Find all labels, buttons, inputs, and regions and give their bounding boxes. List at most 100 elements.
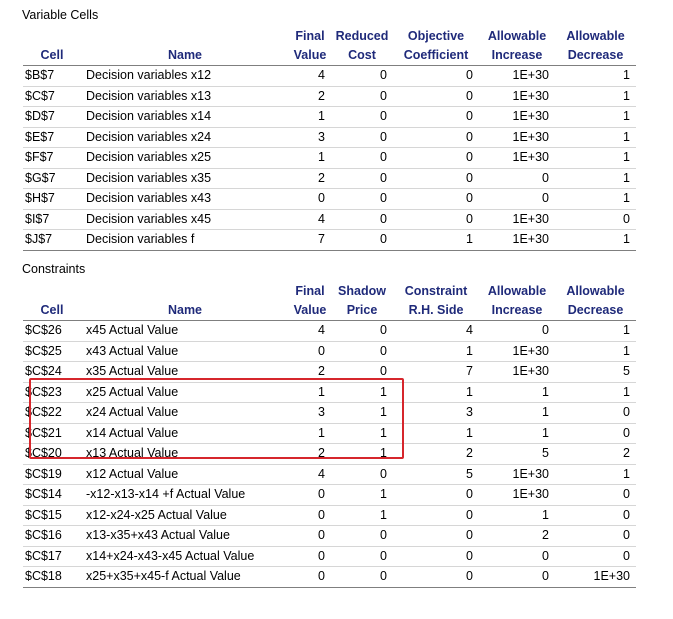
row-allowable-decrease: 1E+30	[555, 566, 636, 588]
header-name-top	[81, 282, 289, 301]
row-objective-coefficient: 0	[393, 188, 479, 210]
row-final-value: 4	[289, 464, 331, 485]
header-row-bottom: Cell Name Value Cost Coefficient Increas…	[23, 46, 636, 66]
row-reduced-cost: 0	[331, 86, 393, 107]
table-row: $C$22 x24 Actual Value 3 1 3 1 0	[23, 402, 636, 424]
row-allowable-increase: 0	[479, 320, 555, 342]
header-allowable-increase-top: Allowable	[487, 284, 547, 298]
row-cell: $C$15	[23, 505, 81, 526]
variable-cells-title: Variable Cells	[22, 8, 99, 22]
row-allowable-decrease: 0	[555, 402, 636, 424]
row-allowable-decrease: 1	[555, 86, 636, 107]
row-objective-coefficient: 0	[393, 106, 479, 128]
table-row: $B$7 Decision variables x12 4 0 0 1E+30 1	[23, 65, 636, 87]
row-allowable-increase: 0	[479, 566, 555, 588]
row-final-value: 1	[289, 147, 331, 169]
row-name: x25+x35+x45-f Actual Value	[81, 566, 289, 588]
header-allowable-decrease: Decrease	[555, 46, 636, 66]
row-objective-coefficient: 0	[393, 65, 479, 87]
row-objective-coefficient: 0	[393, 147, 479, 169]
header-name-top	[81, 27, 289, 46]
header-allowable-decrease: Decrease	[555, 301, 636, 321]
row-allowable-increase: 1E+30	[479, 127, 555, 148]
row-final-value: 0	[289, 484, 331, 506]
table-row: $J$7 Decision variables f 7 0 1 1E+30 1	[23, 229, 636, 251]
header-reduced-cost: Cost	[331, 46, 393, 66]
row-cell: $H$7	[23, 188, 81, 210]
row-cell: $C$22	[23, 402, 81, 424]
row-name: Decision variables x35	[81, 168, 289, 189]
header-allowable-decrease-top: Allowable	[566, 284, 625, 298]
row-final-value: 2	[289, 361, 331, 383]
row-name: x43 Actual Value	[81, 341, 289, 362]
row-objective-coefficient: 0	[393, 209, 479, 230]
table-row: $C$17 x14+x24-x43-x45 Actual Value 0 0 0 0 0	[23, 546, 636, 567]
row-name: x12-x24-x25 Actual Value	[81, 505, 289, 526]
header-name: Name	[81, 301, 289, 321]
row-allowable-increase: 5	[479, 443, 555, 465]
row-shadow-price: 0	[331, 566, 393, 588]
row-cell: $C$21	[23, 423, 81, 444]
table-row: $C$14 -x12-x13-x14 +f Actual Value 0 1 0 1E+3…	[23, 484, 636, 506]
row-cell: $D$7	[23, 106, 81, 128]
row-cell: $C$20	[23, 443, 81, 465]
row-name: x14+x24-x43-x45 Actual Value	[81, 546, 289, 567]
row-cell: $F$7	[23, 147, 81, 169]
row-final-value: 0	[289, 505, 331, 526]
row-cell: $E$7	[23, 127, 81, 148]
row-final-value: 3	[289, 402, 331, 424]
row-shadow-price: 1	[331, 423, 393, 444]
header-objective-coefficient: Coefficient	[393, 46, 479, 66]
constraints-title: Constraints	[22, 262, 86, 276]
row-reduced-cost: 0	[331, 168, 393, 189]
row-constraint-rhs: 0	[393, 484, 479, 506]
row-objective-coefficient: 1	[393, 229, 479, 251]
row-allowable-decrease: 1	[555, 229, 636, 251]
table-row: $C$23 x25 Actual Value 1 1 1 1 1	[23, 382, 636, 403]
header-cell-top	[23, 27, 81, 46]
row-allowable-increase: 1E+30	[479, 341, 555, 362]
header-shadow-price-top: Shadow	[338, 284, 386, 298]
row-reduced-cost: 0	[331, 127, 393, 148]
row-cell: $G$7	[23, 168, 81, 189]
header-final-value-top: Final	[295, 29, 325, 43]
row-allowable-increase: 1	[479, 402, 555, 424]
row-allowable-decrease: 2	[555, 443, 636, 465]
row-final-value: 4	[289, 209, 331, 230]
row-constraint-rhs: 3	[393, 402, 479, 424]
row-shadow-price: 0	[331, 361, 393, 383]
header-reduced-cost-top: Reduced	[335, 29, 389, 43]
row-final-value: 1	[289, 382, 331, 403]
row-name: Decision variables x14	[81, 106, 289, 128]
row-final-value: 1	[289, 423, 331, 444]
row-cell: $C$7	[23, 86, 81, 107]
row-name: x13 Actual Value	[81, 443, 289, 465]
table-row: $F$7 Decision variables x25 1 0 0 1E+30 1	[23, 147, 636, 169]
row-shadow-price: 1	[331, 505, 393, 526]
row-constraint-rhs: 2	[393, 443, 479, 465]
row-final-value: 1	[289, 106, 331, 128]
table-row: $C$21 x14 Actual Value 1 1 1 1 0	[23, 423, 636, 444]
row-shadow-price: 0	[331, 464, 393, 485]
row-name: x25 Actual Value	[81, 382, 289, 403]
row-allowable-decrease: 1	[555, 147, 636, 169]
table-row: $G$7 Decision variables x35 2 0 0 0 1	[23, 168, 636, 189]
row-reduced-cost: 0	[331, 147, 393, 169]
row-allowable-increase: 2	[479, 525, 555, 547]
row-reduced-cost: 0	[331, 106, 393, 128]
row-allowable-decrease: 0	[555, 209, 636, 230]
row-shadow-price: 1	[331, 443, 393, 465]
row-shadow-price: 1	[331, 484, 393, 506]
row-allowable-decrease: 1	[555, 320, 636, 342]
row-cell: $B$7	[23, 65, 81, 87]
row-final-value: 4	[289, 320, 331, 342]
header-shadow-price: Price	[331, 301, 393, 321]
row-allowable-increase: 1E+30	[479, 361, 555, 383]
row-cell: $C$25	[23, 341, 81, 362]
table-row: $C$24 x35 Actual Value 2 0 7 1E+30 5	[23, 361, 636, 383]
row-name: Decision variables x43	[81, 188, 289, 210]
header-final-value: Value	[289, 46, 331, 66]
row-allowable-increase: 1E+30	[479, 65, 555, 87]
row-objective-coefficient: 0	[393, 86, 479, 107]
row-allowable-decrease: 1	[555, 168, 636, 189]
